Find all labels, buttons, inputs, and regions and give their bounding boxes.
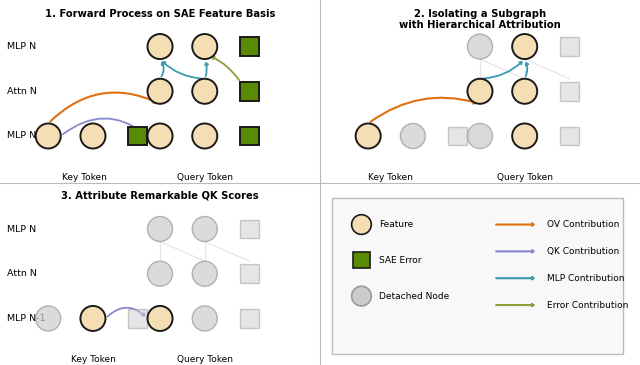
Circle shape [467,79,493,104]
FancyBboxPatch shape [240,220,259,238]
Text: Attn N: Attn N [7,269,37,278]
Circle shape [147,79,173,104]
Circle shape [512,79,537,104]
FancyBboxPatch shape [240,127,259,145]
Circle shape [467,123,493,149]
Text: Key Token: Key Token [70,355,115,364]
Text: QK Contribution: QK Contribution [547,247,620,256]
Circle shape [401,123,426,149]
Circle shape [192,261,217,286]
Text: SAE Error: SAE Error [380,256,422,265]
Text: 2. Isolating a Subgraph
with Hierarchical Attribution: 2. Isolating a Subgraph with Hierarchica… [399,8,561,30]
FancyBboxPatch shape [240,37,259,56]
Circle shape [81,123,106,149]
Text: Attn N: Attn N [7,87,37,96]
Text: 1. Forward Process on SAE Feature Basis: 1. Forward Process on SAE Feature Basis [45,8,275,19]
Circle shape [356,123,381,149]
FancyBboxPatch shape [332,198,623,354]
Circle shape [147,261,173,286]
FancyBboxPatch shape [240,309,259,328]
Circle shape [147,123,173,149]
Text: MLP N: MLP N [7,42,36,51]
Text: MLP N-1: MLP N-1 [7,314,45,323]
Circle shape [147,216,173,242]
Text: Feature: Feature [380,220,413,229]
FancyBboxPatch shape [128,309,147,328]
Circle shape [467,34,493,59]
FancyBboxPatch shape [560,37,579,56]
Text: MLP N: MLP N [7,224,36,234]
Text: Key Token: Key Token [61,173,106,182]
Text: MLP N-1: MLP N-1 [7,131,45,141]
FancyBboxPatch shape [240,264,259,283]
FancyBboxPatch shape [128,127,147,145]
Circle shape [192,123,217,149]
Text: MLP Contribution: MLP Contribution [547,274,625,283]
Circle shape [512,123,537,149]
Circle shape [147,306,173,331]
Circle shape [192,34,217,59]
Text: Query Token: Query Token [177,355,233,364]
Circle shape [192,306,217,331]
Circle shape [192,216,217,242]
FancyBboxPatch shape [353,252,369,268]
Circle shape [351,215,371,234]
Circle shape [512,34,537,59]
Text: OV Contribution: OV Contribution [547,220,620,229]
FancyBboxPatch shape [448,127,467,145]
Circle shape [36,306,61,331]
Circle shape [81,306,106,331]
FancyBboxPatch shape [240,82,259,101]
Circle shape [351,286,371,306]
Text: Detached Node: Detached Node [380,292,449,301]
Circle shape [147,34,173,59]
Text: Error Contribution: Error Contribution [547,300,628,310]
Text: Query Token: Query Token [177,173,233,182]
Circle shape [192,79,217,104]
Text: Query Token: Query Token [497,173,553,182]
Text: Key Token: Key Token [368,173,413,182]
Circle shape [36,123,61,149]
FancyBboxPatch shape [560,127,579,145]
FancyBboxPatch shape [560,82,579,101]
Text: 3. Attribute Remarkable QK Scores: 3. Attribute Remarkable QK Scores [61,191,259,201]
